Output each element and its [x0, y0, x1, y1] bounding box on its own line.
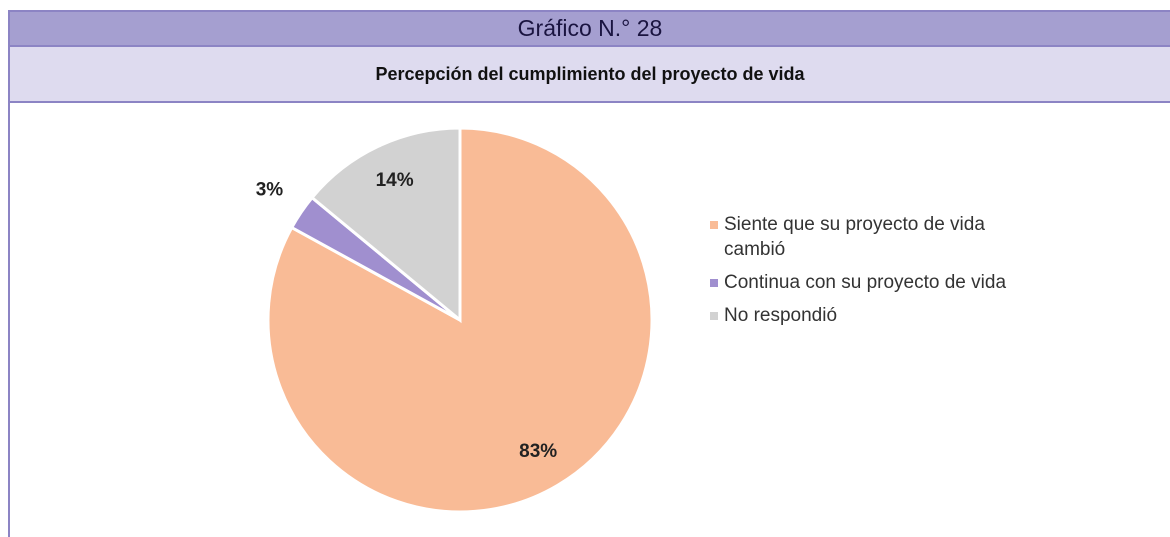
legend-item: Siente que su proyecto de vida cambió: [710, 212, 1010, 262]
data-label: 14%: [376, 170, 414, 191]
data-label: 83%: [519, 441, 557, 462]
legend-item: Continua con su proyecto de vida: [710, 270, 1010, 295]
frame-line: [8, 103, 10, 537]
chart-subtitle: Percepción del cumplimiento del proyecto…: [8, 47, 1170, 103]
legend-item: No respondió: [710, 303, 1010, 328]
legend-label: Continua con su proyecto de vida: [724, 272, 1007, 293]
chart-title: Gráfico N.° 28: [8, 10, 1170, 47]
legend-label: No respondió: [724, 305, 838, 326]
legend-label: Siente que su proyecto de vida cambió: [724, 214, 985, 260]
pie-slice: [309, 126, 462, 324]
legend-swatch: [710, 312, 718, 320]
legend: Siente que su proyecto de vida cambió Con…: [710, 212, 1010, 336]
data-label: 3%: [256, 180, 284, 201]
legend-swatch: [710, 279, 718, 287]
legend-swatch: [710, 221, 718, 229]
